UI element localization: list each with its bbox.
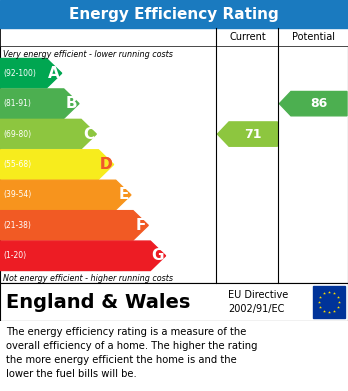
Text: B: B: [65, 96, 77, 111]
Polygon shape: [0, 150, 114, 179]
Bar: [0, 321, 348, 391]
Text: (39-54): (39-54): [3, 190, 31, 199]
Text: 86: 86: [310, 97, 327, 110]
Bar: [313, 286, 345, 318]
Bar: [0, 28, 348, 283]
Text: G: G: [152, 248, 164, 263]
Text: D: D: [100, 157, 112, 172]
Polygon shape: [0, 89, 79, 118]
Text: Energy Efficiency Rating: Energy Efficiency Rating: [69, 7, 279, 22]
Text: (21-38): (21-38): [3, 221, 31, 230]
Text: Potential: Potential: [292, 32, 335, 42]
Bar: [0, 0, 348, 28]
Text: (55-68): (55-68): [3, 160, 31, 169]
Bar: [0, 28, 348, 46]
Polygon shape: [0, 119, 96, 149]
Text: E: E: [118, 187, 128, 203]
Text: Very energy efficient - lower running costs: Very energy efficient - lower running co…: [3, 50, 173, 59]
Text: (1-20): (1-20): [3, 251, 26, 260]
Text: (92-100): (92-100): [3, 69, 36, 78]
Text: 71: 71: [244, 127, 262, 141]
Polygon shape: [0, 241, 166, 271]
Polygon shape: [0, 180, 131, 210]
Text: A: A: [48, 66, 60, 81]
Text: (69-80): (69-80): [3, 129, 31, 138]
Text: (81-91): (81-91): [3, 99, 31, 108]
Text: Not energy efficient - higher running costs: Not energy efficient - higher running co…: [3, 274, 173, 283]
Text: C: C: [83, 127, 94, 142]
Text: The energy efficiency rating is a measure of the
overall efficiency of a home. T: The energy efficiency rating is a measur…: [6, 327, 258, 379]
Text: Current: Current: [229, 32, 266, 42]
Text: F: F: [135, 218, 146, 233]
Polygon shape: [0, 59, 62, 88]
Polygon shape: [0, 211, 148, 240]
Text: D: D: [100, 157, 112, 172]
Text: D: D: [100, 157, 112, 172]
Polygon shape: [279, 91, 347, 116]
Polygon shape: [218, 122, 277, 146]
Text: EU Directive
2002/91/EC: EU Directive 2002/91/EC: [228, 291, 289, 314]
Text: England & Wales: England & Wales: [6, 292, 190, 312]
Bar: [0, 283, 348, 321]
